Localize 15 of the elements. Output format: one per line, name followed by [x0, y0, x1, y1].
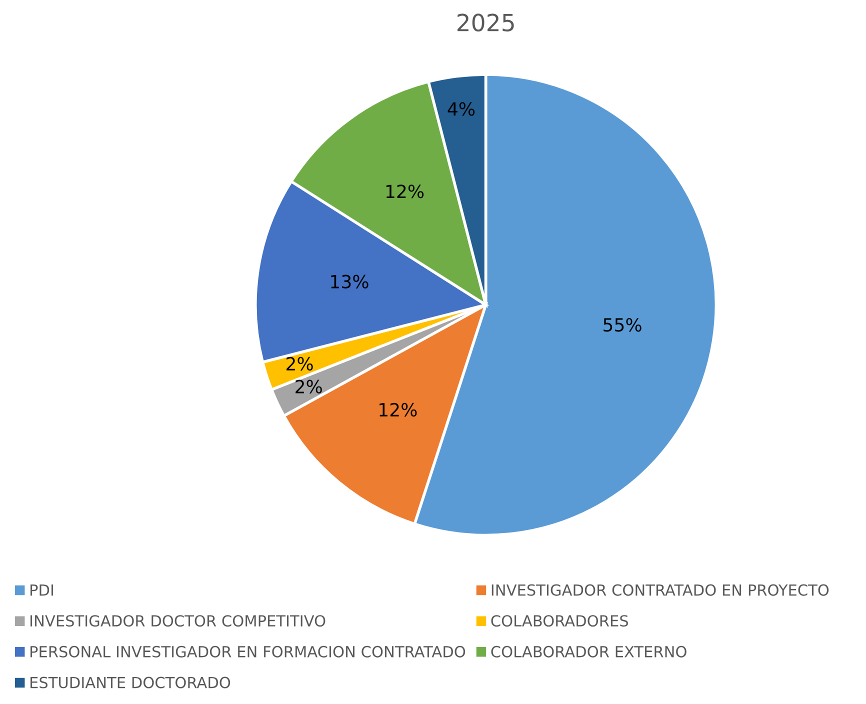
- legend-label: COLABORADORES: [491, 615, 628, 627]
- chart-title: 2025: [458, 14, 514, 32]
- data-label: 55%: [604, 318, 642, 332]
- data-label: 13%: [331, 274, 368, 288]
- legend-label: PERSONAL INVESTIGADOR EN FORMACION CONTRATADO: [30, 646, 466, 658]
- data-label: 2%: [286, 356, 313, 371]
- data-label: 12%: [380, 402, 417, 417]
- legend-label: ESTUDIANTE DOCTORADO: [30, 676, 230, 688]
- data-label: 4%: [448, 102, 475, 116]
- legend-label: COLABORADOR EXTERNO: [491, 646, 686, 658]
- legend-label: INVESTIGADOR DOCTOR COMPETITIVO: [30, 615, 326, 627]
- legend-label: INVESTIGADOR CONTRATADO EN PROYECTO: [492, 584, 829, 596]
- legend-label: PDI: [30, 584, 54, 596]
- data-label: 2%: [296, 380, 322, 394]
- data-label: 12%: [386, 184, 424, 198]
